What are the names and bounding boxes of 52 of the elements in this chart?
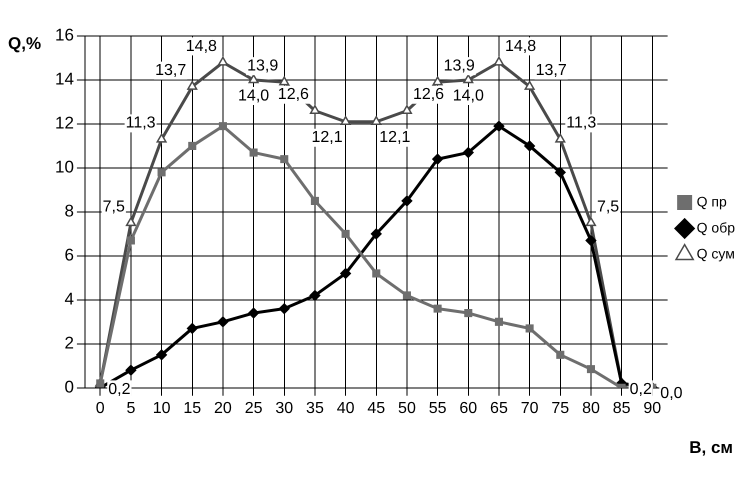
x-tick-label: 65 <box>490 400 508 417</box>
x-tick-label: 85 <box>612 400 631 417</box>
data-label: 7,5 <box>596 198 620 216</box>
y-tick-label: 8 <box>64 202 74 221</box>
y-tick-label: 10 <box>54 158 74 177</box>
y-tick-label: 4 <box>64 290 74 309</box>
data-label: 13,7 <box>536 62 567 79</box>
data-label: 0,2 <box>630 380 652 398</box>
y-tick-label: 14 <box>54 70 74 89</box>
data-label: 12,6 <box>412 86 444 104</box>
x-tick-label: 20 <box>214 400 232 417</box>
data-label: 13,7 <box>155 62 186 79</box>
data-label: 13,9 <box>247 58 278 75</box>
x-tick-label: 45 <box>367 400 386 417</box>
x-tick-label: 75 <box>551 400 570 417</box>
x-tick-label: 30 <box>275 400 294 417</box>
data-label: 12,1 <box>379 129 411 146</box>
data-label: 14,0 <box>452 87 484 104</box>
data-label: 11,3 <box>566 114 596 132</box>
legend-label: Q пр <box>696 193 727 210</box>
y-tick-label: 6 <box>64 246 74 265</box>
data-label: 11,3 <box>126 114 156 132</box>
x-axis-title: B, см <box>689 438 733 458</box>
x-tick-label: 25 <box>244 400 263 417</box>
x-tick-label: 55 <box>428 400 447 417</box>
y-tick-label: 0 <box>64 377 74 396</box>
y-tick-label: 12 <box>54 114 74 133</box>
data-label: 14,8 <box>186 38 218 55</box>
data-label: 0,0 <box>660 385 683 402</box>
x-tick-label: 0 <box>96 400 105 417</box>
data-label: 14,0 <box>238 87 270 104</box>
data-label: 14,8 <box>504 38 536 55</box>
legend-label: Q обр <box>696 219 736 236</box>
data-label: 0,2 <box>108 380 131 398</box>
y-tick-label: 16 <box>54 26 74 45</box>
data-label: 12,1 <box>311 129 343 146</box>
x-tick-label: 5 <box>126 400 136 417</box>
x-tick-label: 35 <box>306 400 324 417</box>
y-axis-title: Q,% <box>8 34 42 54</box>
x-tick-label: 15 <box>183 400 202 417</box>
x-tick-label: 70 <box>520 400 539 417</box>
x-tick-label: 40 <box>336 400 355 417</box>
data-label: 7,5 <box>102 198 126 216</box>
data-label: 12,6 <box>278 86 310 104</box>
x-tick-label: 90 <box>643 400 662 417</box>
x-tick-label: 80 <box>582 400 600 417</box>
x-tick-label: 50 <box>398 400 416 417</box>
data-label: 13,9 <box>444 58 475 75</box>
legend-label: Q сум <box>696 245 735 262</box>
y-tick-label: 2 <box>64 334 74 353</box>
x-tick-label: 60 <box>459 400 478 417</box>
x-tick-label: 10 <box>152 400 171 417</box>
